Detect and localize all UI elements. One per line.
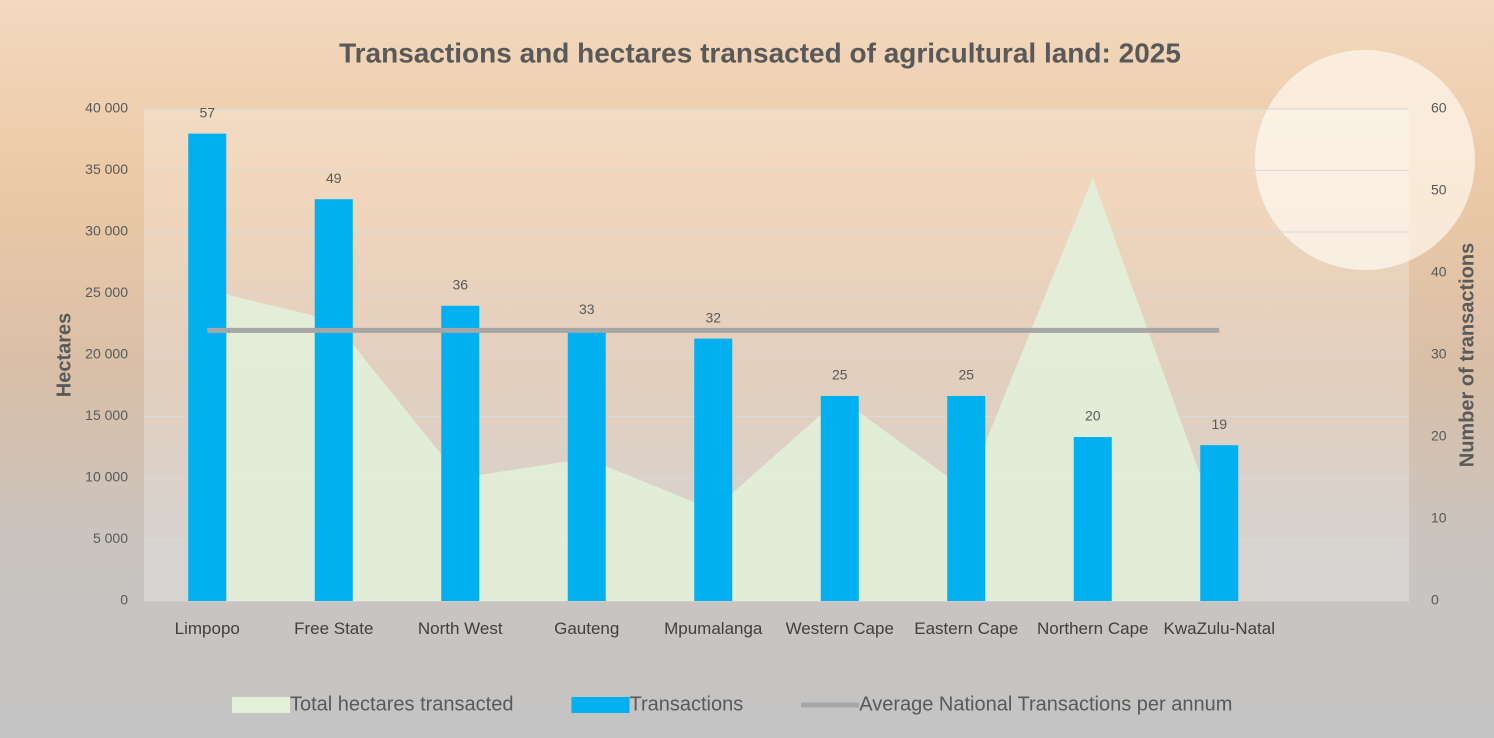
legend-swatch: [571, 697, 630, 713]
x-tick-label: Gauteng: [554, 619, 620, 638]
data-label: 25: [958, 367, 974, 383]
data-label: 32: [705, 309, 721, 325]
data-label: 19: [1211, 416, 1227, 432]
bar: [694, 338, 733, 601]
y-tick-label: 0: [120, 592, 128, 608]
x-tick-label: Western Cape: [785, 619, 894, 638]
y-tick-label: 5 000: [93, 530, 128, 546]
data-label: 36: [452, 277, 468, 293]
bar: [188, 133, 227, 601]
data-label: 57: [199, 104, 215, 120]
y-tick-label: 10 000: [85, 469, 128, 485]
y-tick-label: 25 000: [85, 284, 128, 300]
y-tick-label: 30 000: [85, 223, 128, 239]
y-tick-label: 35 000: [85, 161, 128, 177]
data-label: 49: [326, 170, 342, 186]
y2-tick-label: 0: [1431, 592, 1439, 608]
chart-title: Transactions and hectares transacted of …: [339, 37, 1181, 68]
bar: [1200, 445, 1239, 601]
y-tick-label: 20 000: [85, 346, 128, 362]
y2-axis-title: Number of transactions: [1456, 243, 1478, 467]
x-tick-label: Northern Cape: [1036, 619, 1149, 638]
legend-label: Total hectares transacted: [290, 693, 513, 715]
y-tick-label: 40 000: [85, 100, 128, 116]
bar: [947, 396, 986, 601]
sun: [1255, 50, 1475, 270]
y2-tick-label: 20: [1431, 428, 1447, 444]
bar: [441, 305, 480, 601]
x-tick-label: North West: [417, 619, 503, 638]
x-tick-label: KwaZulu-Natal: [1163, 619, 1276, 638]
data-label: 20: [1085, 408, 1101, 424]
bar: [567, 330, 606, 601]
y-axis-title: Hectares: [53, 313, 75, 398]
x-tick-label: Mpumalanga: [664, 619, 763, 638]
y2-tick-label: 30: [1431, 346, 1447, 362]
x-tick-label: Eastern Cape: [914, 619, 1019, 638]
data-label: 33: [579, 301, 595, 317]
legend-label: Transactions: [629, 693, 743, 715]
legend-swatch: [232, 697, 290, 713]
bar: [1073, 437, 1112, 601]
data-label: 25: [832, 367, 848, 383]
y2-tick-label: 10: [1431, 510, 1447, 526]
y-tick-label: 15 000: [85, 407, 128, 423]
bar: [314, 199, 353, 601]
x-tick-label: Limpopo: [174, 619, 240, 638]
bar: [820, 396, 859, 601]
y2-tick-label: 40: [1431, 264, 1447, 280]
x-tick-label: Free State: [294, 619, 374, 638]
y2-tick-label: 60: [1431, 100, 1447, 116]
legend-label: Average National Transactions per annum: [859, 693, 1232, 715]
y2-tick-label: 50: [1431, 182, 1447, 198]
